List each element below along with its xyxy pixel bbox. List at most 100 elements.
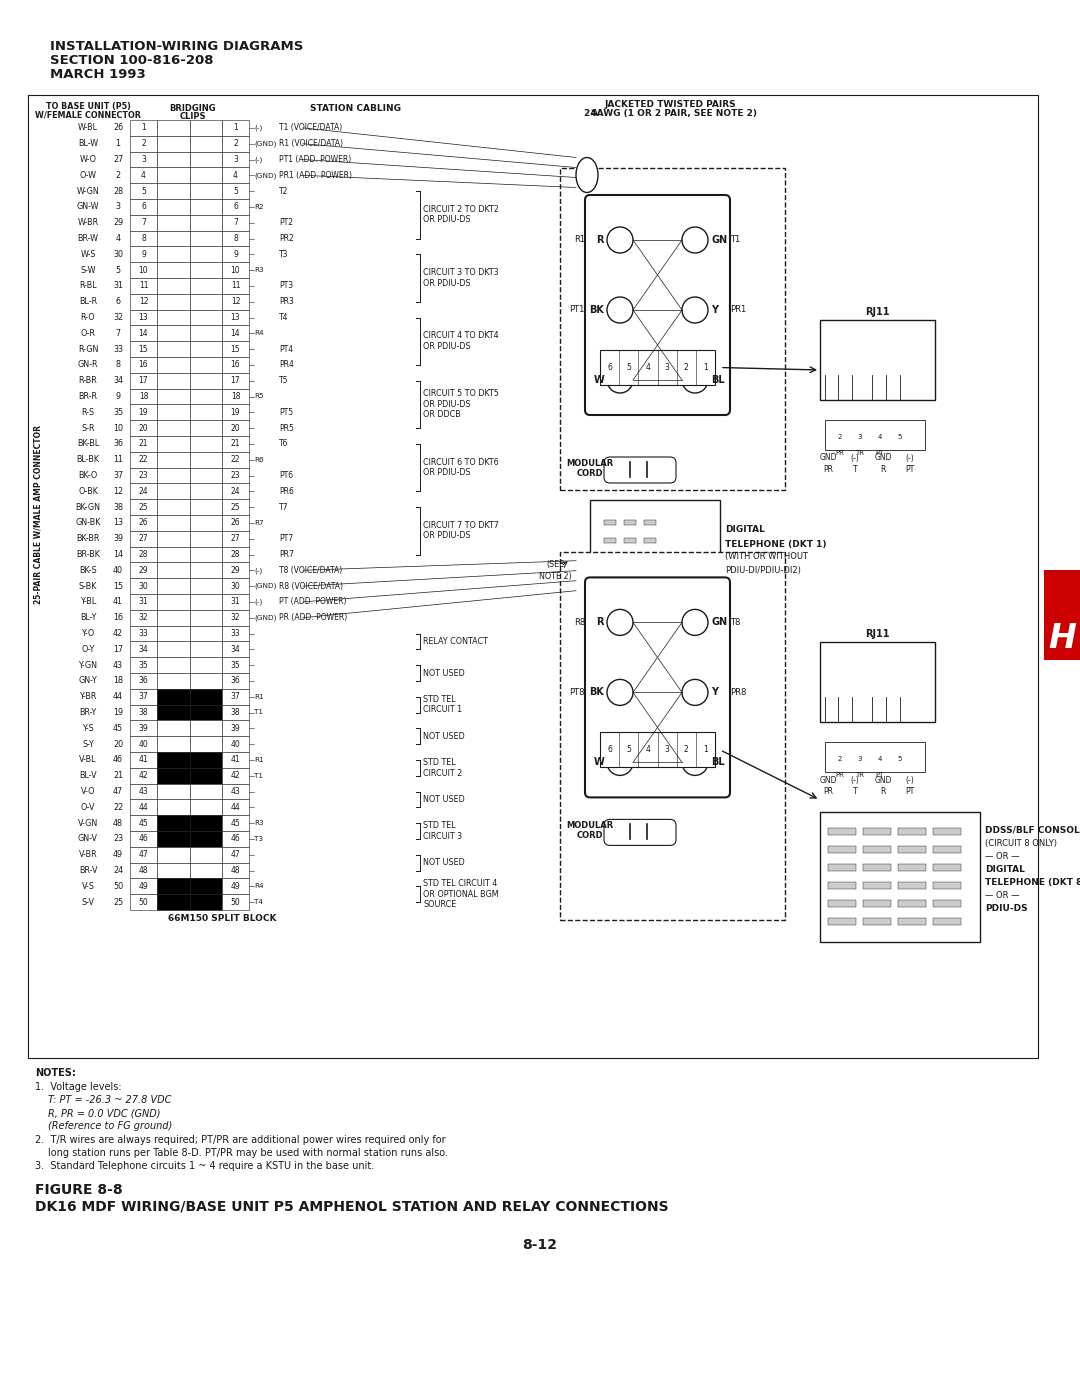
Text: 41: 41 xyxy=(231,756,241,764)
Text: 12: 12 xyxy=(113,486,123,496)
Text: 13: 13 xyxy=(231,313,241,321)
Text: CORD: CORD xyxy=(577,468,604,478)
Text: T: PT = -26.3 ~ 27.8 VDC: T: PT = -26.3 ~ 27.8 VDC xyxy=(48,1095,172,1105)
Text: 41: 41 xyxy=(138,756,148,764)
Text: 17: 17 xyxy=(138,376,148,386)
Text: BK-BR: BK-BR xyxy=(77,534,99,543)
Text: 14: 14 xyxy=(231,328,241,338)
Text: DK16 MDF WIRING/BASE UNIT P5 AMPHENOL STATION AND RELAY CONNECTIONS: DK16 MDF WIRING/BASE UNIT P5 AMPHENOL ST… xyxy=(35,1199,669,1213)
Text: PT4: PT4 xyxy=(279,345,293,353)
Text: 46: 46 xyxy=(231,834,241,844)
Text: (GND): (GND) xyxy=(254,172,276,179)
Bar xyxy=(189,451,222,468)
Bar xyxy=(130,246,157,263)
Bar xyxy=(604,520,616,525)
Text: 3: 3 xyxy=(116,203,121,211)
Text: 4: 4 xyxy=(141,170,146,180)
Bar xyxy=(130,436,157,451)
Text: 1: 1 xyxy=(703,363,707,372)
Text: 33: 33 xyxy=(113,345,123,353)
Bar xyxy=(624,592,636,597)
Text: Y-GN: Y-GN xyxy=(79,661,97,669)
Text: 13: 13 xyxy=(138,313,148,321)
Bar xyxy=(157,358,189,373)
Text: 35: 35 xyxy=(113,408,123,416)
Text: PT8: PT8 xyxy=(569,687,585,697)
Text: T3: T3 xyxy=(279,250,288,258)
Bar xyxy=(157,388,189,404)
Text: — OR —: — OR — xyxy=(985,891,1020,900)
Text: (SEE: (SEE xyxy=(545,560,564,569)
Bar xyxy=(157,183,189,198)
Text: 1: 1 xyxy=(703,746,707,754)
Text: 39: 39 xyxy=(231,724,241,733)
Bar xyxy=(189,784,222,799)
Text: GN: GN xyxy=(711,235,727,244)
Text: BL: BL xyxy=(711,757,725,767)
Text: 6: 6 xyxy=(141,203,146,211)
Text: 20: 20 xyxy=(231,423,241,433)
Bar xyxy=(189,894,222,909)
Text: 49: 49 xyxy=(231,882,241,891)
Bar xyxy=(189,263,222,278)
Text: 31: 31 xyxy=(138,598,148,606)
Text: 48: 48 xyxy=(113,819,123,827)
Bar xyxy=(222,198,249,215)
Text: 35: 35 xyxy=(231,661,241,669)
Text: 45: 45 xyxy=(138,819,148,827)
Text: S-V: S-V xyxy=(81,898,95,907)
Bar xyxy=(130,168,157,183)
Text: S-W: S-W xyxy=(80,265,96,275)
Bar xyxy=(189,816,222,831)
Text: (CIRCUIT 8 ONLY): (CIRCUIT 8 ONLY) xyxy=(985,840,1057,848)
Text: R6: R6 xyxy=(254,457,264,462)
Text: STD TEL
CIRCUIT 1: STD TEL CIRCUIT 1 xyxy=(423,694,462,714)
Bar xyxy=(130,388,157,404)
Text: GN-V: GN-V xyxy=(78,834,98,844)
Text: Y-S: Y-S xyxy=(82,724,94,733)
Text: 43: 43 xyxy=(113,661,123,669)
Text: R3: R3 xyxy=(254,820,264,826)
Text: PT7: PT7 xyxy=(279,534,293,543)
FancyBboxPatch shape xyxy=(585,196,730,415)
Text: 3: 3 xyxy=(858,434,862,440)
Text: TELEPHONE (DKT 8): TELEPHONE (DKT 8) xyxy=(985,877,1080,887)
Text: 3: 3 xyxy=(141,155,146,163)
Text: 20: 20 xyxy=(113,739,123,749)
Bar xyxy=(222,451,249,468)
Bar xyxy=(189,358,222,373)
Bar xyxy=(189,610,222,626)
Text: 25: 25 xyxy=(113,898,123,907)
Text: 5: 5 xyxy=(626,363,631,372)
Text: PR: PR xyxy=(823,787,833,796)
Bar xyxy=(222,673,249,689)
Text: 4: 4 xyxy=(646,363,650,372)
Bar xyxy=(222,436,249,451)
Text: 47: 47 xyxy=(138,851,148,859)
Text: PR3: PR3 xyxy=(279,298,294,306)
Text: 33: 33 xyxy=(138,629,148,638)
Text: 2.  T/R wires are always required; PT/PR are additional power wires required onl: 2. T/R wires are always required; PT/PR … xyxy=(35,1134,446,1146)
Text: R8 (VOICE/DATA): R8 (VOICE/DATA) xyxy=(279,581,343,591)
Text: 50: 50 xyxy=(113,882,123,891)
Text: R: R xyxy=(596,235,604,244)
Bar xyxy=(157,515,189,531)
Text: CORD: CORD xyxy=(577,831,604,840)
Text: T: T xyxy=(853,787,858,796)
Bar xyxy=(157,263,189,278)
Bar xyxy=(130,768,157,784)
Text: PR4: PR4 xyxy=(279,360,294,369)
Text: 46: 46 xyxy=(138,834,148,844)
Text: SECTION 100-816-208: SECTION 100-816-208 xyxy=(50,54,214,67)
Text: (-): (-) xyxy=(906,775,915,785)
Bar xyxy=(222,278,249,293)
Bar xyxy=(157,563,189,578)
Text: 25: 25 xyxy=(138,503,148,511)
Bar xyxy=(157,420,189,436)
Text: T1 (VOICE/DATA): T1 (VOICE/DATA) xyxy=(279,123,342,133)
Text: STD TEL CIRCUIT 4
OR OPTIONAL BGM
SOURCE: STD TEL CIRCUIT 4 OR OPTIONAL BGM SOURCE xyxy=(423,879,499,909)
Text: BK: BK xyxy=(589,687,604,697)
Text: 44: 44 xyxy=(138,803,148,812)
Text: 26: 26 xyxy=(113,123,123,133)
Bar xyxy=(130,594,157,610)
